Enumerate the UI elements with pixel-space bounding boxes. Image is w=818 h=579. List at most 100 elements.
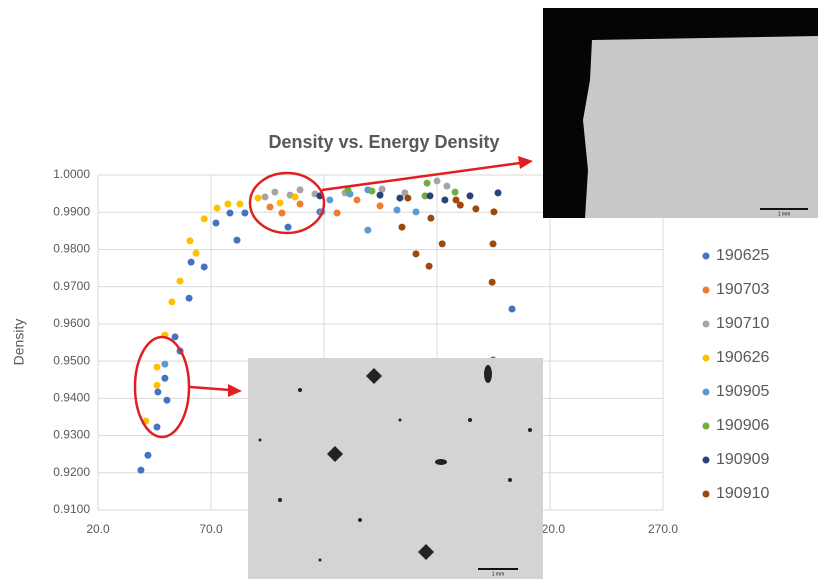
data-point — [364, 227, 371, 234]
micrograph-top: 1 mm — [543, 8, 818, 218]
legend-marker — [703, 389, 710, 396]
data-point — [495, 189, 502, 196]
data-point — [262, 193, 269, 200]
data-point — [285, 224, 292, 231]
data-point — [334, 209, 341, 216]
data-point — [434, 177, 441, 184]
data-point — [278, 209, 285, 216]
data-point — [489, 279, 496, 286]
x-tick-label: 270.0 — [648, 522, 678, 536]
data-point — [233, 237, 240, 244]
data-point — [168, 298, 175, 305]
data-point — [161, 375, 168, 382]
data-point — [426, 263, 433, 270]
data-point — [404, 195, 411, 202]
data-point — [472, 205, 479, 212]
data-point — [439, 240, 446, 247]
data-point — [153, 382, 160, 389]
data-point — [377, 202, 384, 209]
data-point — [214, 205, 221, 212]
x-tick-label: 70.0 — [199, 522, 223, 536]
data-point — [377, 192, 384, 199]
data-point — [412, 250, 419, 257]
data-point — [186, 237, 193, 244]
legend-marker — [703, 355, 710, 362]
data-point — [412, 208, 419, 215]
data-point — [201, 263, 208, 270]
y-tick-label: 0.9600 — [53, 316, 90, 330]
arrow — [190, 387, 230, 390]
data-point — [212, 220, 219, 227]
y-tick-label: 0.9100 — [53, 502, 90, 516]
highlight-ellipse — [135, 337, 189, 437]
data-point — [224, 201, 231, 208]
data-point — [396, 195, 403, 202]
data-point — [137, 467, 144, 474]
data-point — [186, 295, 193, 302]
y-tick-label: 0.9300 — [53, 428, 90, 442]
arrow-head — [518, 156, 533, 169]
data-point — [379, 186, 386, 193]
legend-label: 190909 — [716, 451, 769, 468]
data-point — [226, 209, 233, 216]
legend-marker — [703, 287, 710, 294]
data-point — [398, 224, 405, 231]
legend-label: 190910 — [716, 485, 769, 502]
legend-label: 190626 — [716, 349, 769, 366]
micrograph-bottom: 1 mm — [248, 358, 543, 579]
data-point — [292, 193, 299, 200]
scale-bar — [760, 208, 808, 210]
data-point — [154, 389, 161, 396]
data-point — [443, 183, 450, 190]
data-point — [163, 397, 170, 404]
data-point — [490, 240, 497, 247]
data-point — [255, 195, 262, 202]
arrow — [322, 163, 520, 190]
data-point — [490, 208, 497, 215]
data-point — [144, 452, 151, 459]
legend-marker — [703, 423, 710, 430]
legend-label: 190906 — [716, 417, 769, 434]
image-sample — [583, 36, 818, 218]
data-point — [271, 189, 278, 196]
data-point — [236, 201, 243, 208]
data-point — [427, 215, 434, 222]
data-point — [266, 204, 273, 211]
data-point — [326, 196, 333, 203]
y-tick-label: 0.9200 — [53, 465, 90, 479]
data-point — [441, 196, 448, 203]
y-tick-label: 0.9500 — [53, 353, 90, 367]
data-point — [153, 364, 160, 371]
image-frame — [248, 358, 543, 579]
data-point — [457, 202, 464, 209]
y-tick-label: 0.9800 — [53, 242, 90, 256]
data-point — [201, 215, 208, 222]
data-point — [161, 361, 168, 368]
data-point — [188, 259, 195, 266]
data-point — [276, 199, 283, 206]
y-tick-label: 0.9700 — [53, 279, 90, 293]
data-point — [466, 192, 473, 199]
legend-label: 190905 — [716, 383, 769, 400]
legend-label: 190710 — [716, 315, 769, 332]
legend-marker — [703, 321, 710, 328]
x-tick-label: 20.0 — [86, 522, 110, 536]
data-point — [153, 423, 160, 430]
y-tick-label: 0.9900 — [53, 204, 90, 218]
scale-bar-label: 1 mm — [778, 211, 791, 217]
data-point — [452, 189, 459, 196]
legend-label: 190625 — [716, 247, 769, 264]
legend-label: 190703 — [716, 281, 769, 298]
scale-bar — [478, 568, 518, 570]
data-point — [177, 278, 184, 285]
data-point — [297, 201, 304, 208]
data-point — [193, 250, 200, 257]
data-point — [424, 180, 431, 187]
data-point — [368, 188, 375, 195]
chart-title: Density vs. Energy Density — [268, 132, 499, 152]
legend-marker — [703, 253, 710, 260]
arrow-head — [228, 384, 242, 397]
legend-marker — [703, 457, 710, 464]
legend-marker — [703, 491, 710, 498]
data-point — [393, 206, 400, 213]
